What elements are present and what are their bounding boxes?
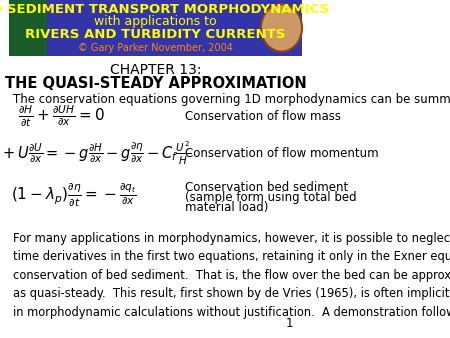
Text: 1D SEDIMENT TRANSPORT MORPHODYNAMICS: 1D SEDIMENT TRANSPORT MORPHODYNAMICS <box>0 3 329 16</box>
Text: time derivatives in the first two equations, retaining it only in the Exner equa: time derivatives in the first two equati… <box>14 250 450 263</box>
Text: $\frac{\partial U}{\partial t} + U\frac{\partial U}{\partial x} = -g\frac{\parti: $\frac{\partial U}{\partial t} + U\frac{… <box>0 140 191 167</box>
Text: with applications to: with applications to <box>94 15 217 28</box>
FancyBboxPatch shape <box>9 0 302 56</box>
FancyBboxPatch shape <box>9 0 47 56</box>
Text: Conservation of flow mass: Conservation of flow mass <box>185 110 341 123</box>
Text: (sample form using total bed: (sample form using total bed <box>185 191 356 204</box>
Text: THE QUASI-STEADY APPROXIMATION: THE QUASI-STEADY APPROXIMATION <box>4 76 306 91</box>
Text: RIVERS AND TURBIDITY CURRENTS: RIVERS AND TURBIDITY CURRENTS <box>25 28 286 41</box>
Text: For many applications in morphodynamics, however, it is possible to neglect the: For many applications in morphodynamics,… <box>14 232 450 244</box>
Text: Conservation of flow momentum: Conservation of flow momentum <box>185 147 378 160</box>
Text: as quasi-steady.  This result, first shown by de Vries (1965), is often implicit: as quasi-steady. This result, first show… <box>14 287 450 300</box>
Text: $\frac{\partial H}{\partial t} + \frac{\partial UH}{\partial x} = 0$: $\frac{\partial H}{\partial t} + \frac{\… <box>18 104 105 129</box>
Text: $\left(1 - \lambda_p\right)\frac{\partial \eta}{\partial t} = -\frac{\partial q_: $\left(1 - \lambda_p\right)\frac{\partia… <box>10 183 136 209</box>
Circle shape <box>261 4 302 52</box>
Text: material load): material load) <box>185 201 268 214</box>
Text: Conservation bed sediment: Conservation bed sediment <box>185 181 348 194</box>
Text: CHAPTER 13:: CHAPTER 13: <box>110 63 201 76</box>
Text: 1: 1 <box>286 317 293 330</box>
Text: The conservation equations governing 1D morphodynamics can be summarized as: The conservation equations governing 1D … <box>14 93 450 106</box>
Text: conservation of bed sediment.  That is, the flow over the bed can be approximate: conservation of bed sediment. That is, t… <box>14 269 450 282</box>
Text: © Gary Parker November, 2004: © Gary Parker November, 2004 <box>78 43 233 53</box>
Text: in morphodynamic calculations without justification.  A demonstration follows.: in morphodynamic calculations without ju… <box>14 306 450 319</box>
